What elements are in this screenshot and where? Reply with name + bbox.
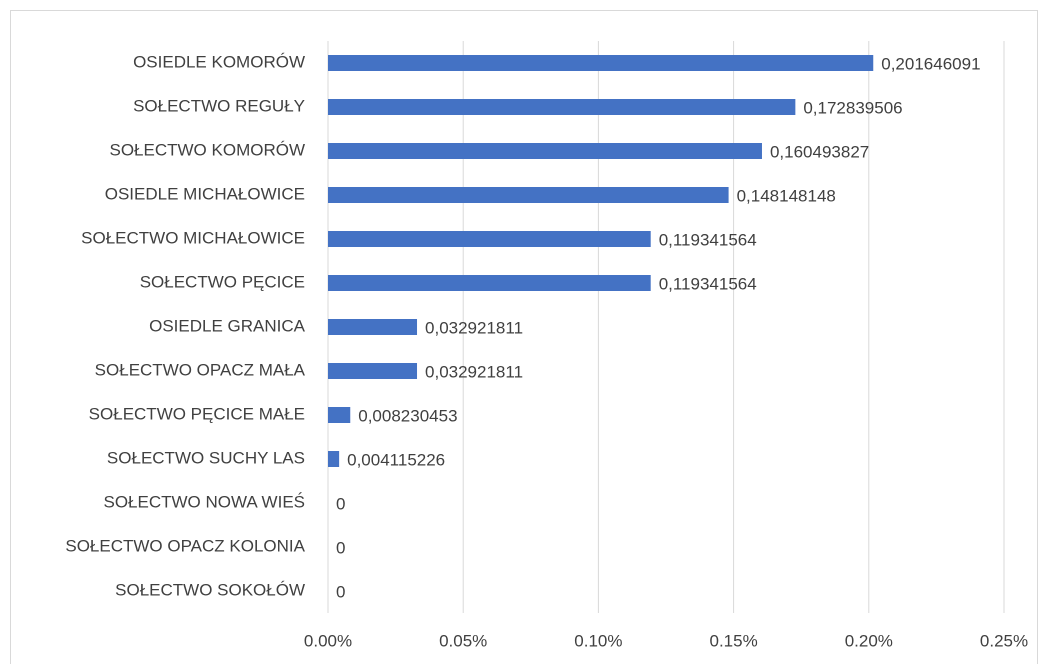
y-tick-label: SOŁECTWO OPACZ KOLONIA (65, 536, 305, 555)
y-tick-label: SOŁECTWO MICHAŁOWICE (81, 228, 305, 247)
y-tick-label: SOŁECTWO SOKOŁÓW (115, 580, 305, 599)
y-tick-label: SOŁECTWO NOWA WIEŚ (104, 492, 306, 511)
data-label: 0,004115226 (347, 450, 445, 469)
x-tick-label: 0.00% (304, 631, 352, 650)
data-label: 0,119341564 (659, 274, 757, 293)
x-tick-label: 0.25% (980, 631, 1028, 650)
data-label: 0,201646091 (881, 54, 980, 73)
bar (328, 143, 762, 159)
x-tick-label: 0.05% (439, 631, 487, 650)
bar (328, 275, 651, 291)
bar (328, 55, 874, 71)
bar (328, 99, 796, 115)
bar (328, 231, 651, 247)
data-label: 0 (336, 582, 345, 601)
data-label: 0,148148148 (737, 186, 836, 205)
bar (328, 451, 340, 467)
data-label: 0 (336, 494, 345, 513)
y-tick-label: SOŁECTWO REGUŁY (133, 96, 305, 115)
bar (328, 407, 351, 423)
data-label: 0,172839506 (803, 98, 902, 117)
y-tick-label: OSIEDLE MICHAŁOWICE (105, 184, 305, 203)
y-tick-label: SOŁECTWO OPACZ MAŁA (95, 360, 306, 379)
x-tick-label: 0.10% (574, 631, 622, 650)
x-tick-label: 0.15% (709, 631, 757, 650)
y-tick-label: SOŁECTWO SUCHY LAS (107, 448, 305, 467)
y-tick-label: SOŁECTWO KOMORÓW (110, 140, 306, 159)
y-tick-label: OSIEDLE GRANICA (149, 316, 306, 335)
data-label: 0,032921811 (425, 318, 523, 337)
data-label: 0 (336, 538, 345, 557)
bar (328, 187, 729, 203)
y-tick-label: OSIEDLE KOMORÓW (133, 52, 305, 71)
y-tick-label: SOŁECTWO PĘCICE MAŁE (89, 404, 305, 423)
data-label: 0,119341564 (659, 230, 757, 249)
y-tick-label: SOŁECTWO PĘCICE (140, 272, 305, 291)
chart-frame (10, 10, 1038, 664)
data-label: 0,160493827 (770, 142, 869, 161)
bar (328, 319, 418, 335)
data-label: 0,032921811 (425, 362, 523, 381)
bar (328, 363, 418, 379)
data-label: 0,008230453 (358, 406, 457, 425)
x-tick-label: 0.20% (845, 631, 893, 650)
